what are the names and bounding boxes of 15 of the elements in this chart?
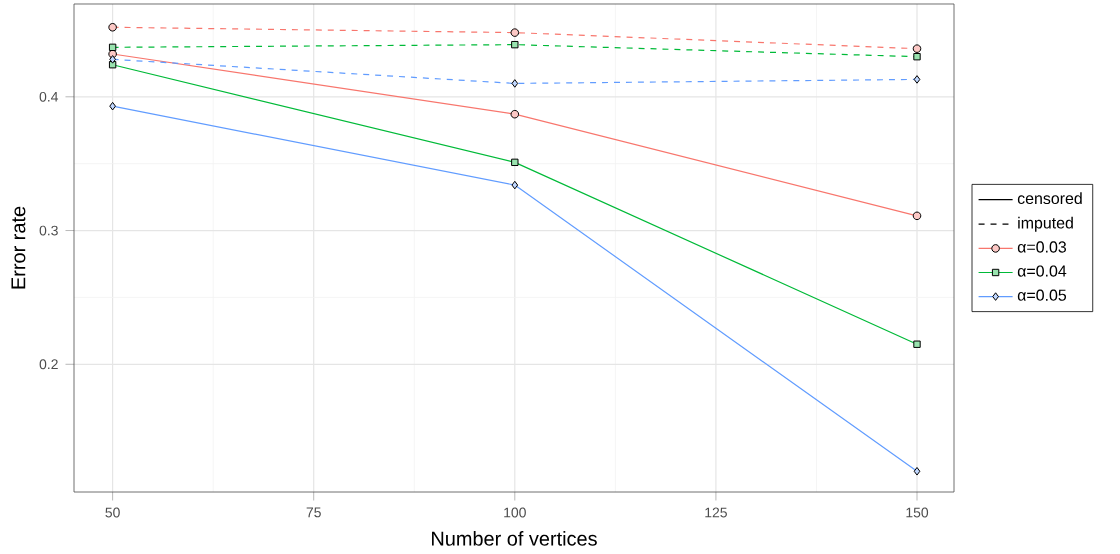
x-tick-label: 150 <box>906 507 929 518</box>
x-tick-label: 75 <box>306 507 321 518</box>
text: censored <box>1017 192 1082 205</box>
x-tick-label: 125 <box>705 507 727 518</box>
y-tick-label: 0.4 <box>39 91 59 102</box>
x-tick-label: 50 <box>105 507 120 518</box>
legend-label: α=0.05 <box>1017 289 1067 301</box>
y-axis-title: Error rate <box>11 206 26 289</box>
x-tick-label: 100 <box>504 507 526 518</box>
legend-label: α=0.03 <box>1017 241 1067 253</box>
x-axis-title: Number of vertices <box>432 531 597 546</box>
text: imputed <box>1018 216 1073 232</box>
y-tick-label: 0.3 <box>39 225 58 236</box>
y-tick-label: 0.2 <box>39 359 58 370</box>
legend-label: α=0.04 <box>1017 265 1067 277</box>
